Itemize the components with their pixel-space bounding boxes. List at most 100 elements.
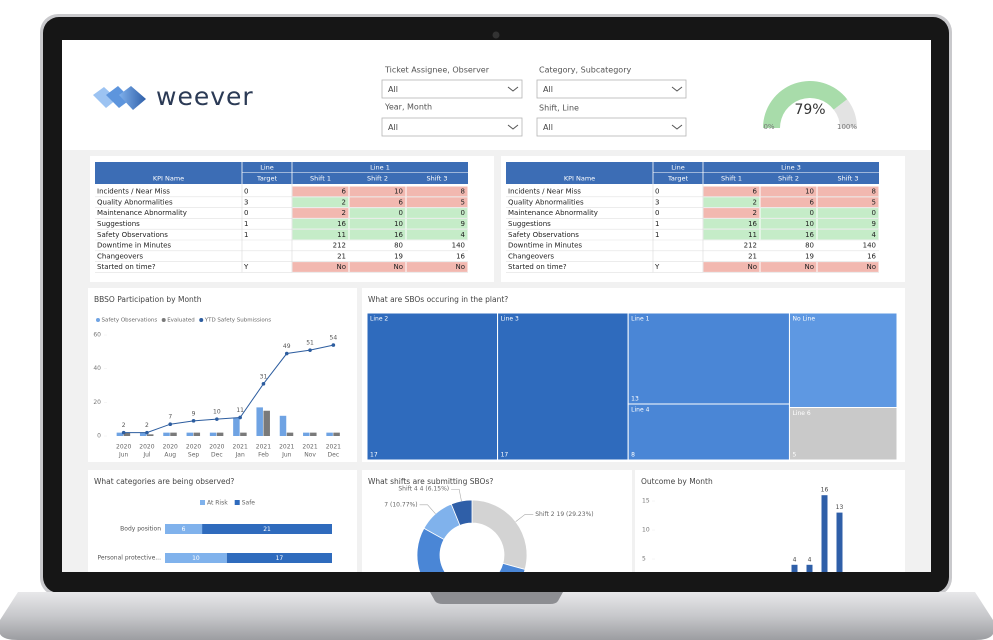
x-tick-label: Dec xyxy=(328,452,340,459)
table-cell: 6 xyxy=(753,188,758,196)
row-label: Incidents / Near Miss xyxy=(508,188,581,196)
cell-status xyxy=(703,186,760,197)
y-tick-label: 15 xyxy=(642,498,650,505)
table-cell: 11 xyxy=(337,231,346,239)
legend-label: At Risk xyxy=(207,500,228,507)
cell-status xyxy=(292,229,349,240)
cell-status xyxy=(406,229,468,240)
cell-status xyxy=(817,197,879,208)
filter-value: All xyxy=(388,85,398,94)
table-cell: 212 xyxy=(744,242,757,250)
cell-status xyxy=(406,186,468,197)
table-cell: 8 xyxy=(872,188,876,196)
table-group-header: Line xyxy=(671,164,685,172)
x-tick-year: 2020 xyxy=(163,444,178,451)
table-cell: 2 xyxy=(753,209,757,217)
bar xyxy=(326,432,333,436)
column-header: Shift 3 xyxy=(838,175,859,183)
logo-shape xyxy=(119,86,146,110)
leader-line xyxy=(419,504,436,515)
bar xyxy=(303,432,310,436)
legend-label: Safety Observations xyxy=(102,318,158,324)
cell-status xyxy=(817,262,879,272)
leader-line xyxy=(451,488,462,502)
table-cell: 10 xyxy=(394,188,403,196)
bar xyxy=(333,432,340,436)
x-tick-label: Sep xyxy=(188,452,200,459)
filter-dropdown[interactable] xyxy=(536,79,687,99)
x-tick-year: 2021 xyxy=(302,444,317,451)
cell-status xyxy=(292,262,349,272)
table-cell: 16 xyxy=(337,220,346,228)
x-tick-label: Feb xyxy=(258,452,269,459)
chart-panel xyxy=(635,470,905,572)
table-cell: 2 xyxy=(342,209,346,217)
tile-label: No Line xyxy=(792,316,815,323)
data-label: 9 xyxy=(192,410,196,417)
bar xyxy=(310,432,317,436)
table-cell: 11 xyxy=(748,231,757,239)
cell-status xyxy=(292,186,349,197)
table-cell: Y xyxy=(654,263,660,271)
bar xyxy=(256,407,263,436)
bar xyxy=(193,432,201,436)
filter-dropdown[interactable] xyxy=(536,117,687,137)
filter-label: Category, Subcategory xyxy=(539,66,631,75)
table-cell: Y xyxy=(243,263,249,271)
row-label: Started on time? xyxy=(97,263,156,271)
data-label: 2 xyxy=(145,422,149,429)
filter-dropdown[interactable] xyxy=(381,117,523,137)
slice-label: Shift 2 19 (29.23%) xyxy=(535,511,593,518)
table-cell: 16 xyxy=(805,231,814,239)
table-cell: 0 xyxy=(244,188,248,196)
y-tick-label: Personal protective... xyxy=(97,555,161,562)
bar xyxy=(821,495,828,572)
treemap-tile xyxy=(627,312,790,405)
chart-title: Outcome by Month xyxy=(641,477,713,486)
table-cell: 16 xyxy=(456,252,465,260)
table-cell: No xyxy=(336,263,346,271)
legend-label: YTD Safety Submissions xyxy=(204,318,272,324)
logo-shape xyxy=(106,86,131,108)
table-cell: 5 xyxy=(872,198,876,206)
table-group-title: Line 1 xyxy=(370,164,390,172)
tile-label: Line 1 xyxy=(631,316,649,323)
gauge-track xyxy=(833,99,857,128)
row-label: Changeovers xyxy=(508,252,554,260)
filter-label: Shift, Line xyxy=(539,104,579,113)
y-tick-label: Body position xyxy=(120,526,161,533)
cell-status xyxy=(406,197,468,208)
table-cell: 140 xyxy=(863,242,876,250)
slice-label: 7 (10.77%) xyxy=(384,501,417,508)
legend-label: Safe xyxy=(242,500,256,507)
table-cell: 4 xyxy=(461,231,466,239)
cell-status xyxy=(406,208,468,218)
y-tick-label: 10 xyxy=(642,527,650,534)
column-header: Shift 2 xyxy=(367,175,388,183)
filter-value: All xyxy=(543,123,553,132)
line-point xyxy=(145,430,149,435)
bar xyxy=(286,432,294,436)
x-tick-year: 2020 xyxy=(186,444,201,451)
gauge-max: 100% xyxy=(837,123,857,131)
logo-shape xyxy=(93,87,117,108)
data-label: 4 xyxy=(808,556,812,563)
screen: weever Ticket Assignee, Observer All Year,… xyxy=(62,40,931,572)
bar xyxy=(163,432,170,436)
row-label: Suggestions xyxy=(97,220,140,228)
y-tick-label: 20 xyxy=(93,399,101,406)
data-label: 11 xyxy=(236,407,244,414)
cell-status xyxy=(817,208,879,218)
chart-title: What are SBOs occuring in the plant? xyxy=(368,295,508,304)
table-cell: 0 xyxy=(655,188,659,196)
treemap-tile xyxy=(366,312,499,461)
bar xyxy=(186,432,194,436)
table-cell: 3 xyxy=(244,198,248,206)
cell-status xyxy=(703,218,760,229)
donut-slice xyxy=(450,499,473,526)
bar xyxy=(233,417,240,436)
filter-dropdown[interactable] xyxy=(381,79,523,99)
data-label: 51 xyxy=(306,340,314,347)
cell-status xyxy=(292,208,349,218)
table-cell: 10 xyxy=(394,220,403,228)
